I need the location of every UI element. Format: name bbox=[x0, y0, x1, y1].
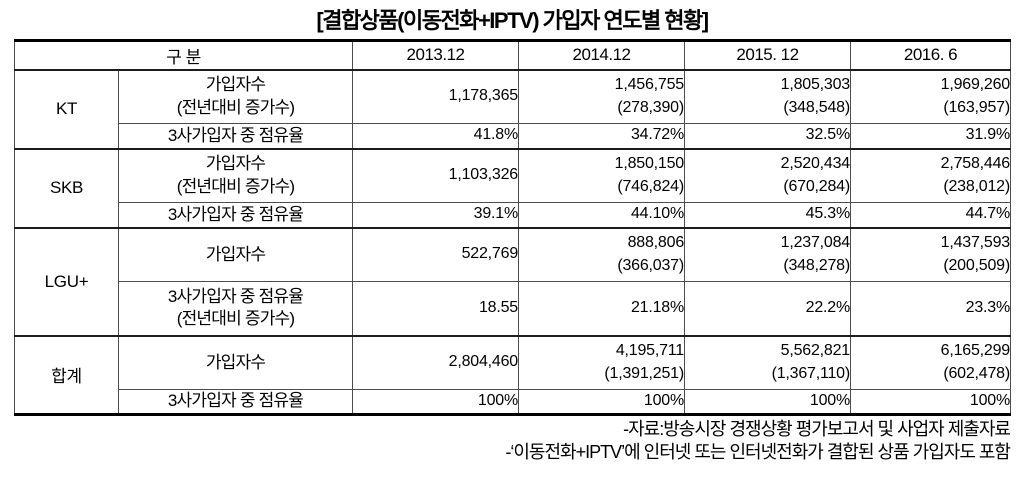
column-header-2014-12: 2014.12 bbox=[518, 40, 686, 70]
value-cell: 45.3% bbox=[684, 202, 852, 228]
group-name-lgu: LGU+ bbox=[14, 226, 119, 336]
column-header-2015-12: 2015. 12 bbox=[684, 40, 852, 70]
group-name-kt: KT bbox=[14, 68, 119, 149]
value-cell: 6,165,299 (602,478) bbox=[850, 334, 1012, 390]
value-cell: 18.55 bbox=[352, 281, 520, 336]
value-cell: 1,178,365 bbox=[352, 68, 520, 124]
value-cell: 4,195,711 (1,391,251) bbox=[518, 334, 686, 390]
row-label: 가입자수 bbox=[117, 334, 354, 390]
value-cell: 31.9% bbox=[850, 123, 1012, 149]
value-cell: 2,758,446 (238,012) bbox=[850, 147, 1012, 203]
value-cell: 2,520,434 (670,284) bbox=[684, 147, 852, 203]
table-row-total-share: 3사가입자 중 점유율 100% 100% 100% 100% bbox=[15, 389, 1012, 415]
row-label: 가입자수 bbox=[117, 226, 354, 282]
value-cell: 1,237,084 (348,278) bbox=[684, 226, 852, 282]
table-row-kt-subscribers: KT 가입자수 (전년대비 증가수) 1,178,365 1,456,755 (… bbox=[14, 68, 1012, 149]
value-cell: 100% bbox=[518, 389, 686, 415]
row-label: 3사가입자 중 점유율 bbox=[117, 202, 354, 228]
value-cell: 41.8% bbox=[352, 123, 520, 149]
page-title: [결합상품(이동전화+IPTV) 가입자 연도별 현황] bbox=[316, 8, 709, 33]
header-row: 구 분 2013.12 2014.12 2015. 12 2016. 6 bbox=[13, 40, 1012, 70]
value-cell: 100% bbox=[352, 389, 520, 415]
row-label: 가입자수 (전년대비 증가수) bbox=[117, 147, 354, 203]
value-cell: 39.1% bbox=[352, 202, 520, 228]
value-cell: 34.72% bbox=[518, 123, 686, 149]
table-row-skb-subscribers: SKB 가입자수 (전년대비 증가수) 1,103,326 1,850,150 … bbox=[14, 147, 1012, 228]
value-cell: 100% bbox=[684, 389, 852, 415]
row-label: 3사가입자 중 점유율 bbox=[117, 123, 354, 149]
value-cell: 1,103,326 bbox=[352, 147, 520, 203]
value-cell: 44.10% bbox=[518, 202, 686, 228]
row-label: 가입자수 (전년대비 증가수) bbox=[117, 68, 354, 124]
value-cell: 32.5% bbox=[684, 123, 852, 149]
table-row-lgu-share: 3사가입자 중 점유율 (전년대비 증가수) 18.55 21.18% 22.2… bbox=[15, 281, 1012, 336]
value-cell: 1,850,150 (746,824) bbox=[518, 147, 686, 203]
group-name-skb: SKB bbox=[14, 147, 119, 228]
table-row-kt-share: 3사가입자 중 점유율 41.8% 34.72% 32.5% 31.9% bbox=[15, 123, 1012, 149]
table-row-skb-share: 3사가입자 중 점유율 39.1% 44.10% 45.3% 44.7% bbox=[15, 202, 1012, 228]
value-cell: 21.18% bbox=[518, 281, 686, 336]
value-cell: 1,805,303 (348,548) bbox=[684, 68, 852, 124]
value-cell: 23.3% bbox=[850, 281, 1012, 336]
footnotes: -자료:방송시장 경쟁상황 평가보고서 및 사업자 제출자료 -‘이동전화+IP… bbox=[14, 416, 1011, 464]
column-header-2016-6: 2016. 6 bbox=[850, 40, 1012, 70]
value-cell: 22.2% bbox=[684, 281, 852, 336]
footnote-source: -자료:방송시장 경쟁상황 평가보고서 및 사업자 제출자료 bbox=[623, 419, 1011, 439]
value-cell: 1,456,755 (278,390) bbox=[518, 68, 686, 124]
value-cell: 44.7% bbox=[850, 202, 1012, 228]
table-row-total-subscribers: 합계 가입자수 2,804,460 4,195,711 (1,391,251) … bbox=[14, 334, 1012, 415]
corner-header: 구 분 bbox=[13, 40, 354, 70]
value-cell: 522,769 bbox=[352, 226, 520, 282]
value-cell: 888,806 (366,037) bbox=[518, 226, 686, 282]
value-cell: 2,804,460 bbox=[352, 334, 520, 390]
footnote-note: -‘이동전화+IPTV’에 인터넷 또는 인터넷전화가 결합된 상품 가입자도 … bbox=[505, 442, 1011, 462]
value-cell: 1,969,260 (163,957) bbox=[850, 68, 1012, 124]
subscribers-table: 구 분 2013.12 2014.12 2015. 12 2016. 6 KT … bbox=[13, 39, 1012, 416]
value-cell: 5,562,821 (1,367,110) bbox=[684, 334, 852, 390]
row-label: 3사가입자 중 점유율 (전년대비 증가수) bbox=[117, 281, 354, 336]
column-header-2013-12: 2013.12 bbox=[352, 40, 520, 70]
table-row-lgu-subscribers: LGU+ 가입자수 522,769 888,806 (366,037) 1,23… bbox=[14, 226, 1012, 336]
value-cell: 1,437,593 (200,509) bbox=[850, 226, 1012, 282]
value-cell: 100% bbox=[850, 389, 1012, 415]
group-name-total: 합계 bbox=[14, 334, 119, 415]
row-label: 3사가입자 중 점유율 bbox=[117, 389, 354, 415]
